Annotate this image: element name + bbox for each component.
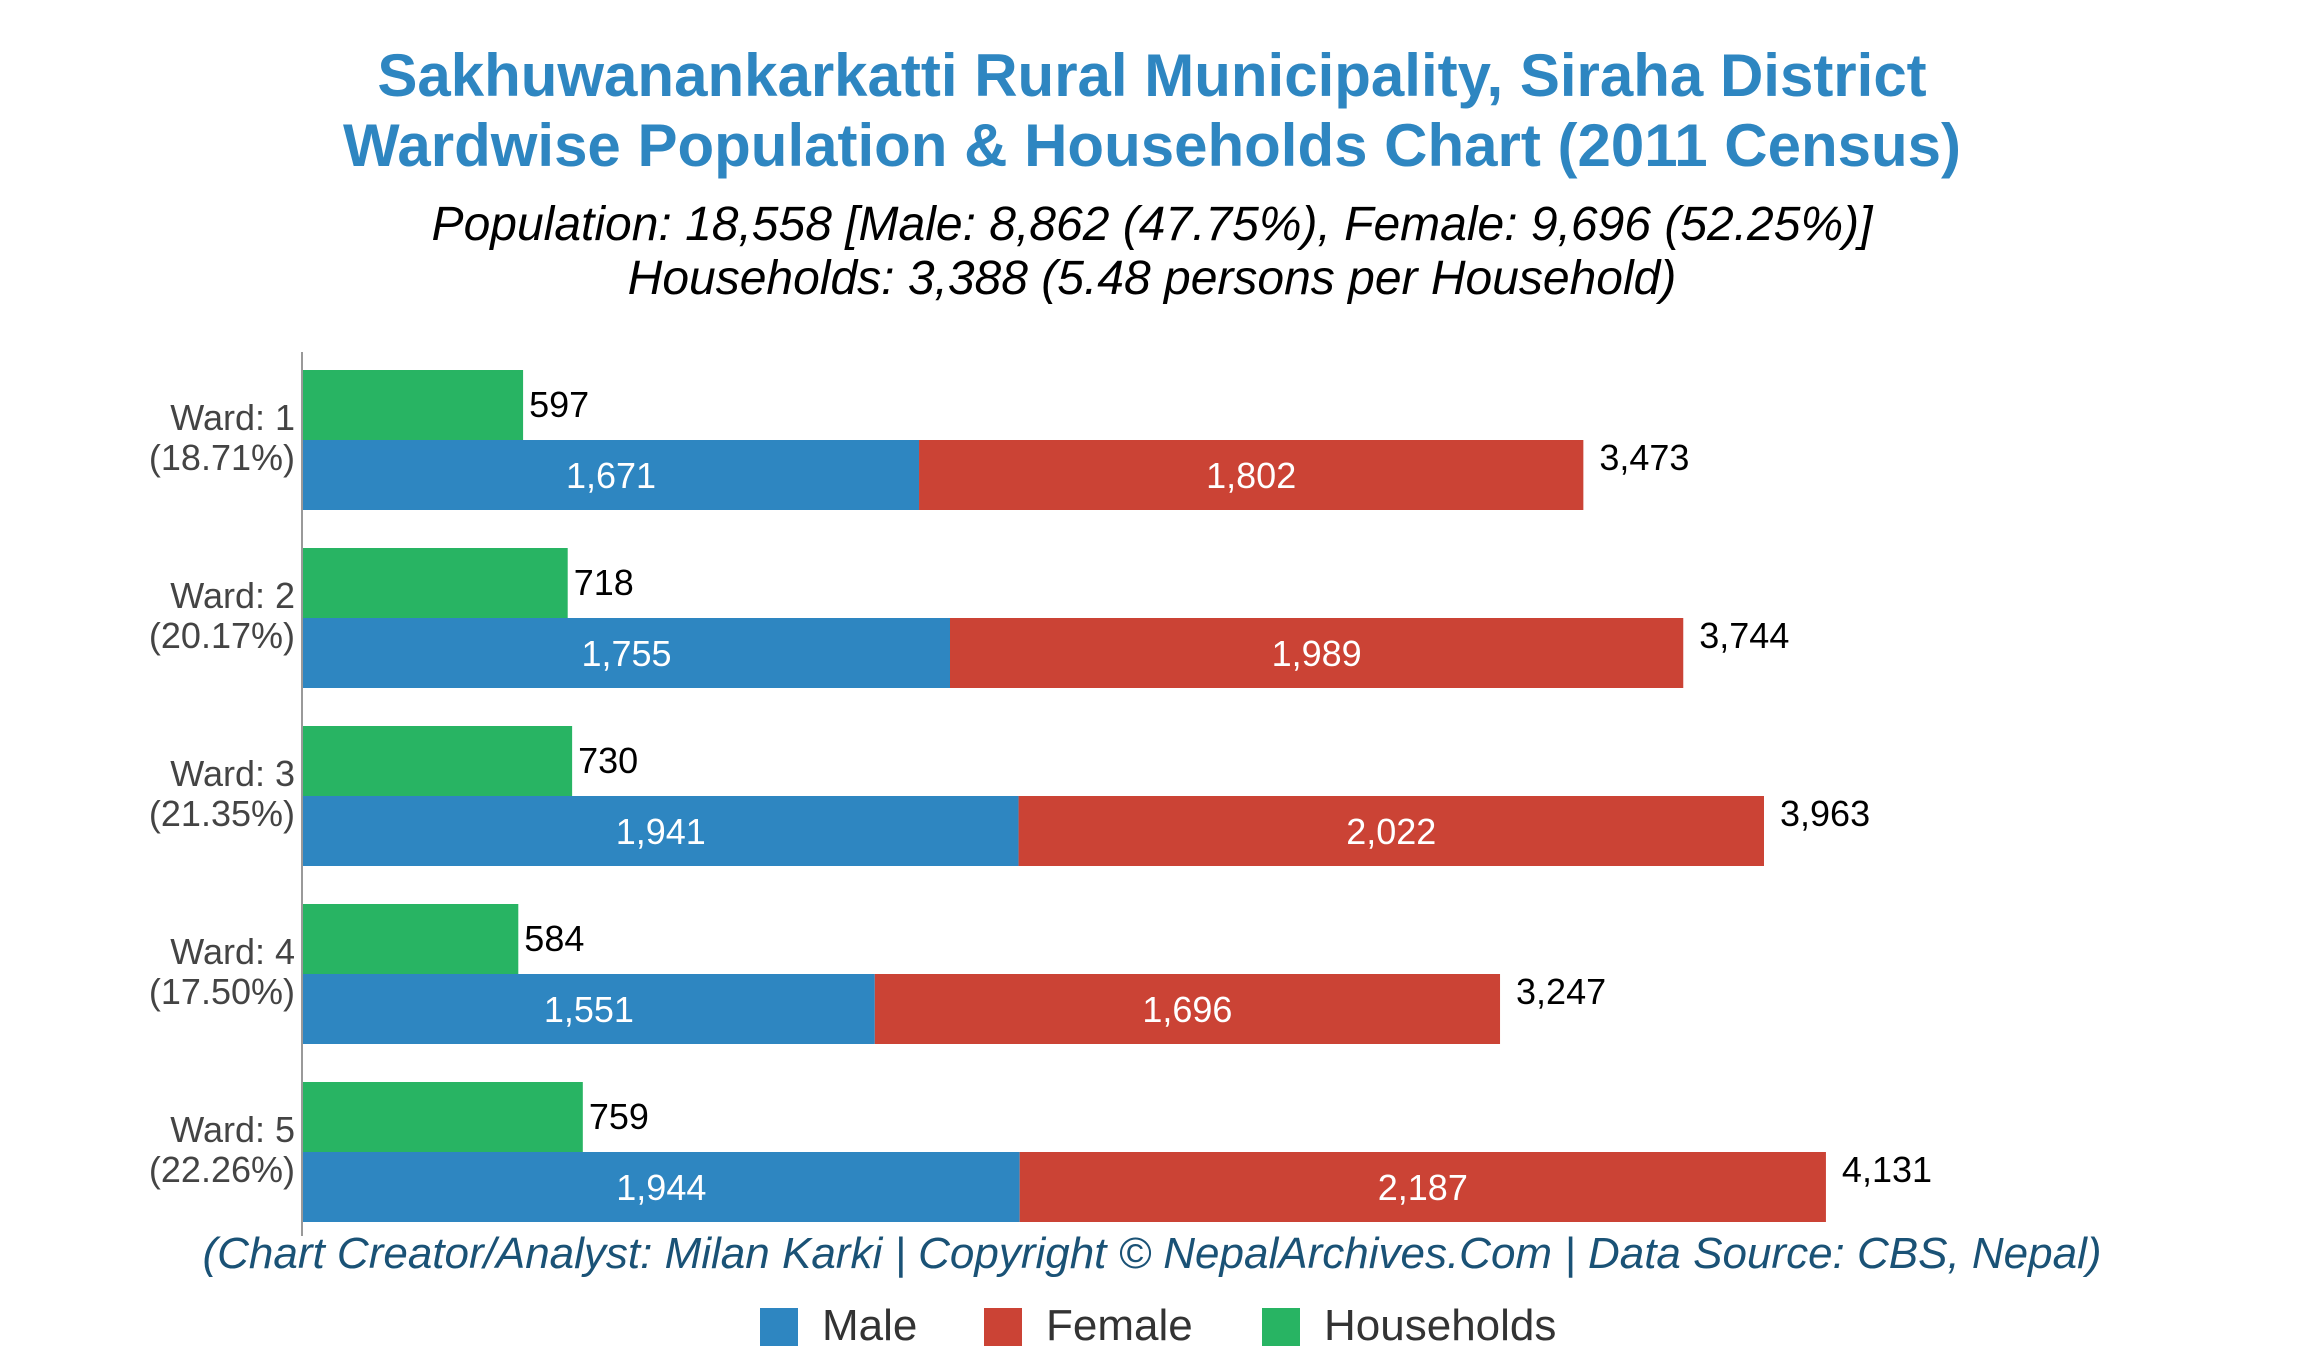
chart-title-line1: Sakhuwanankarkatti Rural Municipality, S… (377, 42, 1926, 109)
category-share-ward-3: (21.35%) (149, 793, 295, 834)
bar-households-ward-1 (303, 370, 524, 440)
label-total-ward-5: 4,131 (1842, 1149, 1932, 1190)
label-households-ward-1: 597 (529, 384, 589, 425)
category-label-ward-3: Ward: 3 (170, 753, 295, 794)
label-male-ward-4: 1,551 (544, 989, 634, 1030)
label-total-ward-2: 3,744 (1699, 615, 1789, 656)
bar-male-ward-2 (303, 618, 950, 688)
label-households-ward-3: 730 (578, 740, 638, 781)
bar-male-ward-3 (303, 796, 1019, 866)
chart-credit: (Chart Creator/Analyst: Milan Karki | Co… (202, 1229, 2101, 1278)
label-male-ward-5: 1,944 (616, 1167, 706, 1208)
category-label-ward-5: Ward: 5 (170, 1109, 295, 1150)
legend-swatch-female (984, 1308, 1022, 1346)
bar-female-ward-1 (919, 440, 1584, 510)
legend-swatch-male (760, 1308, 798, 1346)
category-share-ward-4: (17.50%) (149, 971, 295, 1012)
bar-households-ward-3 (303, 726, 573, 796)
chart-subtitle-line2: Households: 3,388 (5.48 persons per Hous… (628, 252, 1677, 305)
chart-title-line2: Wardwise Population & Households Chart (… (343, 112, 1961, 179)
chart-legend: Male Female Households (760, 1301, 1556, 1350)
label-households-ward-5: 759 (589, 1096, 649, 1137)
bar-male-ward-5 (303, 1152, 1020, 1222)
bar-female-ward-4 (874, 974, 1501, 1044)
chart-subtitle-line1: Population: 18,558 [Male: 8,862 (47.75%)… (432, 198, 1875, 251)
bar-female-ward-3 (1018, 796, 1764, 866)
bar-households-ward-5 (303, 1082, 583, 1152)
category-label-ward-4: Ward: 4 (170, 931, 295, 972)
label-female-ward-2: 1,989 (1272, 633, 1362, 674)
label-female-ward-4: 1,696 (1142, 989, 1232, 1030)
label-total-ward-1: 3,473 (1599, 437, 1689, 478)
label-total-ward-4: 3,247 (1516, 971, 1606, 1012)
bar-households-ward-4 (303, 904, 519, 974)
legend-label-male: Male (822, 1301, 917, 1350)
category-label-ward-2: Ward: 2 (170, 575, 295, 616)
bar-male-ward-4 (303, 974, 875, 1044)
bar-female-ward-5 (1019, 1152, 1826, 1222)
plot-area: 597 1,671 1,802 3,473 Ward: 1(18.71%) 718 1,75… (149, 370, 1932, 1222)
label-male-ward-1: 1,671 (566, 455, 656, 496)
category-share-ward-2: (20.17%) (149, 615, 295, 656)
label-female-ward-3: 2,022 (1346, 811, 1436, 852)
bar-male-ward-1 (303, 440, 920, 510)
legend-swatch-households (1262, 1308, 1300, 1346)
category-share-ward-1: (18.71%) (149, 437, 295, 478)
label-female-ward-5: 2,187 (1378, 1167, 1468, 1208)
label-male-ward-3: 1,941 (616, 811, 706, 852)
label-total-ward-3: 3,963 (1780, 793, 1870, 834)
label-households-ward-2: 718 (574, 562, 634, 603)
bar-female-ward-2 (949, 618, 1684, 688)
category-label-ward-1: Ward: 1 (170, 397, 295, 438)
category-share-ward-5: (22.26%) (149, 1149, 295, 1190)
label-female-ward-1: 1,802 (1206, 455, 1296, 496)
label-male-ward-2: 1,755 (581, 633, 671, 674)
bar-households-ward-2 (303, 548, 568, 618)
legend-label-households: Households (1324, 1301, 1556, 1350)
legend-label-female: Female (1046, 1301, 1193, 1350)
label-households-ward-4: 584 (524, 918, 584, 959)
